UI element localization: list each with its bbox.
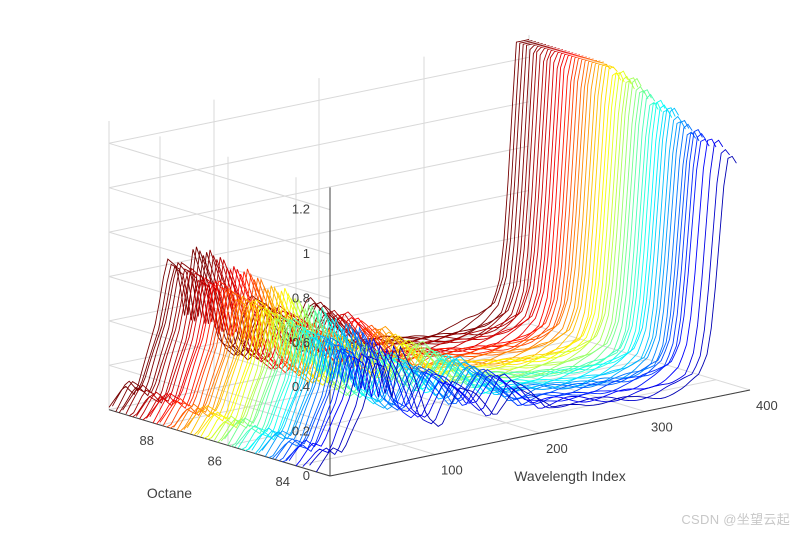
x-tick-label: 400 <box>756 398 778 413</box>
y-tick-label: 84 <box>276 474 290 489</box>
spectrum-line <box>265 122 685 457</box>
spectrum-line <box>310 150 730 466</box>
z-tick-label: 0.2 <box>292 424 310 439</box>
z-tick-label: 0.6 <box>292 335 310 350</box>
z-tick-label: 0.8 <box>292 290 310 305</box>
z-tick-label: 0 <box>303 468 310 483</box>
z-tick-label: 1.2 <box>292 202 310 217</box>
y-axis-label: Octane <box>147 485 192 501</box>
y-tick-label: 86 <box>208 453 222 468</box>
chart-container: 0 0.2 0.4 0.6 0.8 1 1.2 84 86 88 100 200 300 400 Octan… <box>0 0 804 534</box>
chart-svg: 0 0.2 0.4 0.6 0.8 1 1.2 84 86 88 100 200 300 400 Octan… <box>0 0 804 534</box>
spectra-group <box>109 40 736 472</box>
y-tick-label: 88 <box>140 433 154 448</box>
x-axis-label: Wavelength Index <box>514 468 626 484</box>
z-tick-label: 0.4 <box>292 379 310 394</box>
z-tick-label: 1 <box>303 246 310 261</box>
x-tick-label: 300 <box>651 420 673 435</box>
x-tick-label: 200 <box>546 441 568 456</box>
spectrum-line <box>276 132 696 459</box>
watermark: CSDN @坐望云起 <box>681 509 790 528</box>
x-tick-label: 100 <box>441 463 463 478</box>
